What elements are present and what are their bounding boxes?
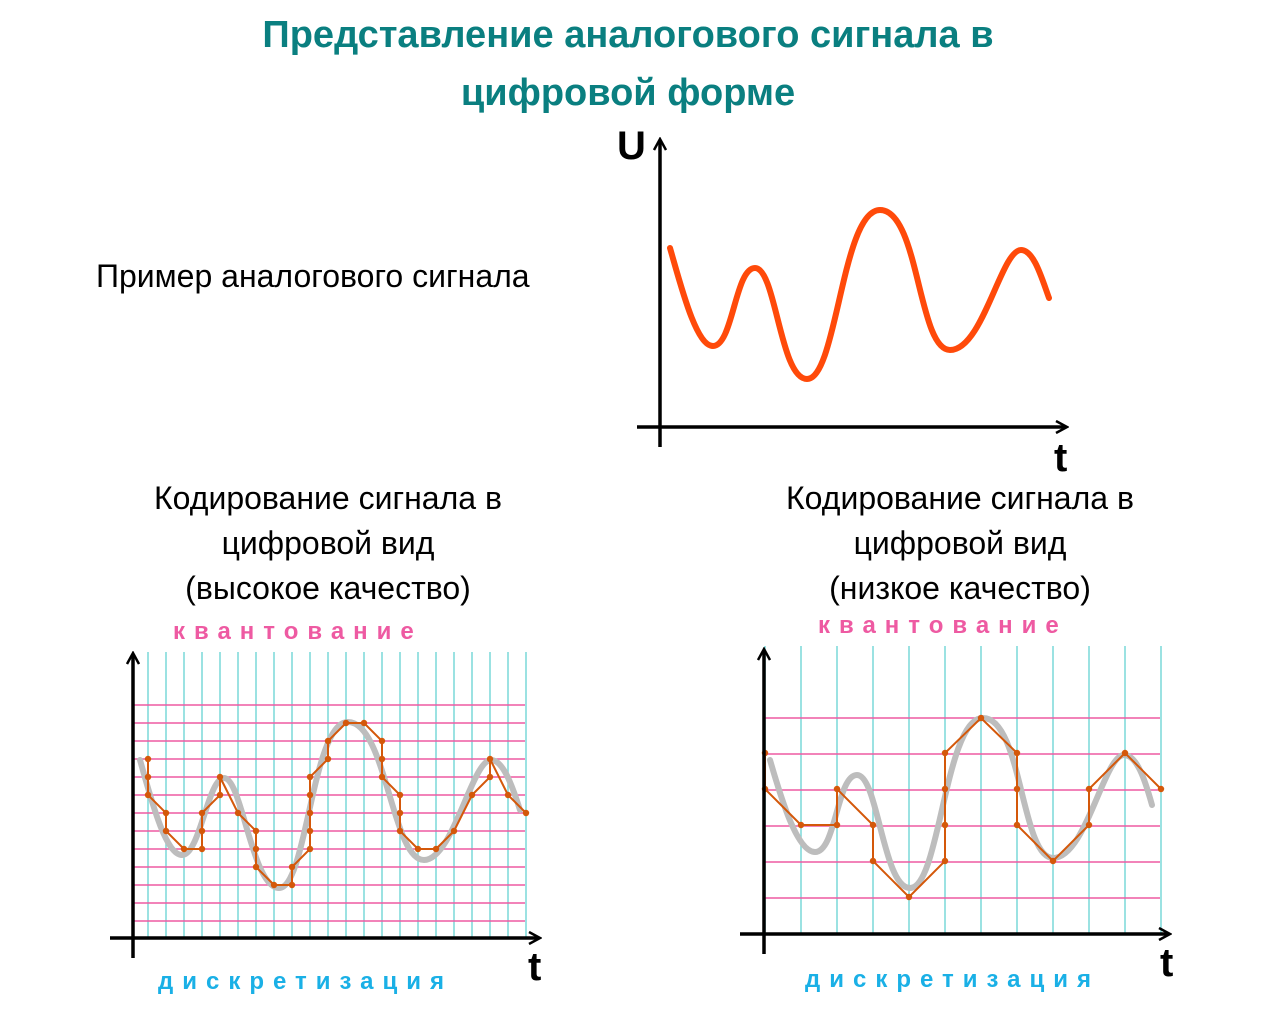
- lq-sample-point: [1085, 821, 1093, 829]
- hq-sample-point: [162, 827, 170, 835]
- lq-sample-point: [1157, 785, 1165, 793]
- hq-sample-point: [162, 809, 170, 817]
- lq-sample-point: [797, 821, 805, 829]
- hq-sample-point: [252, 845, 260, 853]
- hq-sample-point: [144, 791, 152, 799]
- hq-sample-point: [396, 809, 404, 817]
- hq-sample-point: [288, 863, 296, 871]
- hq-sample-point: [522, 809, 530, 817]
- low-quality-digital-signal: [764, 716, 1162, 899]
- lq-sample-point: [1013, 785, 1021, 793]
- hq-sample-point: [378, 773, 386, 781]
- hq-sample-point: [216, 773, 224, 781]
- high-quality-encoding-graph: t: [110, 652, 541, 989]
- hq-sample-point: [450, 827, 458, 835]
- low-quality-sample-points: [761, 714, 1165, 901]
- hq-sample-point: [306, 773, 314, 781]
- lq-sample-point: [1013, 749, 1021, 757]
- low-quality-caption-line3: (низкое качество): [829, 570, 1091, 606]
- hq-sample-point: [414, 845, 422, 853]
- hq-sample-point: [198, 845, 206, 853]
- analog-y-axis-label: U: [617, 124, 646, 168]
- hq-sample-point: [468, 791, 476, 799]
- hq-sample-point: [288, 881, 296, 889]
- low-quality-caption: Кодирование сигнала в цифровой вид (низк…: [750, 476, 1170, 611]
- hq-sample-point: [486, 755, 494, 763]
- hq-sample-point: [486, 773, 494, 781]
- high-quality-caption-line3: (высокое качество): [185, 570, 471, 606]
- analog-signal-curve: [667, 206, 1052, 383]
- hq-sample-point: [270, 881, 278, 889]
- low-quality-caption-line2: цифровой вид: [853, 525, 1067, 561]
- lq-sample-point: [1049, 857, 1057, 865]
- hq-sample-point: [324, 737, 332, 745]
- high-quality-caption-line2: цифровой вид: [221, 525, 435, 561]
- hq-sample-point: [180, 845, 188, 853]
- low-quality-caption-line1: Кодирование сигнала в: [786, 480, 1134, 516]
- low-quality-encoding-graph: t: [740, 646, 1173, 985]
- hq-sample-point: [234, 809, 242, 817]
- low-quality-sampling-label: дискретизация: [805, 966, 1101, 993]
- high-quality-sampling-label: дискретизация: [158, 968, 454, 995]
- lq-sample-point: [941, 857, 949, 865]
- hq-sample-point: [216, 791, 224, 799]
- page-title-line2: цифровой форме: [460, 72, 796, 114]
- high-quality-digital-signal: [147, 722, 527, 886]
- lq-sample-point: [869, 821, 877, 829]
- hq-sample-point: [306, 809, 314, 817]
- hq-sample-point: [378, 755, 386, 763]
- lq-sample-point: [905, 893, 913, 901]
- low-quality-x-axis-label: t: [1160, 941, 1173, 985]
- lq-sample-point: [833, 785, 841, 793]
- hq-sample-point: [198, 809, 206, 817]
- hq-sample-point: [252, 863, 260, 871]
- lq-sample-point: [977, 714, 985, 722]
- hq-sample-point: [432, 845, 440, 853]
- lq-sample-point: [941, 821, 949, 829]
- low-quality-quantization-label: квантование: [818, 612, 1068, 639]
- lq-sample-point: [941, 749, 949, 757]
- hq-sample-point: [396, 827, 404, 835]
- lq-sample-point: [941, 785, 949, 793]
- hq-sample-point: [306, 845, 314, 853]
- high-quality-sample-points: [144, 719, 530, 889]
- hq-sample-point: [324, 755, 332, 763]
- hq-sample-point: [252, 827, 260, 835]
- lq-sample-point: [1085, 785, 1093, 793]
- lq-sample-point: [1013, 821, 1021, 829]
- hq-sample-point: [198, 827, 206, 835]
- high-quality-analog-ghost-curve: [137, 718, 523, 892]
- analog-x-axis-label: t: [1054, 436, 1067, 480]
- hq-sample-point: [144, 755, 152, 763]
- lq-sample-point: [869, 857, 877, 865]
- hq-sample-point: [360, 719, 368, 727]
- hq-sample-point: [306, 791, 314, 799]
- high-quality-caption-line1: Кодирование сигнала в: [154, 480, 502, 516]
- hq-sample-point: [504, 791, 512, 799]
- page-title-line1: Представление аналогового сигнала в: [262, 14, 994, 56]
- hq-sample-point: [342, 719, 350, 727]
- high-quality-x-axis-label: t: [528, 945, 541, 989]
- hq-sample-point: [396, 791, 404, 799]
- hq-sample-point: [378, 737, 386, 745]
- lq-sample-point: [1121, 749, 1129, 757]
- analog-signal-label: Пример аналогового сигнала: [96, 258, 530, 294]
- hq-sample-point: [144, 773, 152, 781]
- high-quality-quantization-label: квантование: [173, 618, 423, 645]
- high-quality-caption: Кодирование сигнала в цифровой вид (высо…: [118, 476, 538, 611]
- lq-sample-point: [833, 821, 841, 829]
- analog-signal-graph: U t: [617, 124, 1067, 480]
- hq-sample-point: [306, 827, 314, 835]
